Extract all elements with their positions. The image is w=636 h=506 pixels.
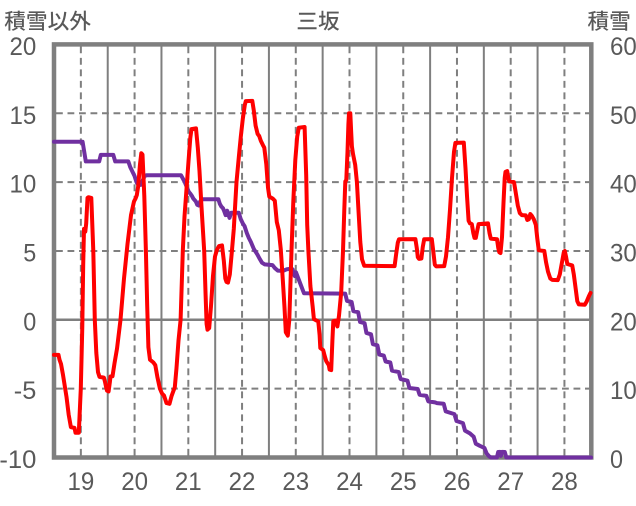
- svg-text:26: 26: [444, 468, 471, 496]
- svg-text:40: 40: [610, 171, 636, 199]
- svg-text:27: 27: [497, 468, 524, 496]
- svg-text:20: 20: [10, 33, 37, 61]
- svg-text:5: 5: [23, 240, 36, 268]
- svg-text:19: 19: [67, 468, 94, 496]
- svg-text:0: 0: [23, 308, 36, 336]
- svg-text:30: 30: [610, 240, 636, 268]
- svg-text:60: 60: [610, 33, 636, 61]
- svg-text:25: 25: [390, 468, 417, 496]
- svg-text:-5: -5: [14, 377, 37, 405]
- svg-text:0: 0: [610, 446, 623, 474]
- svg-text:50: 50: [610, 102, 636, 130]
- svg-text:20: 20: [121, 468, 148, 496]
- svg-text:23: 23: [282, 468, 309, 496]
- svg-text:24: 24: [336, 468, 363, 496]
- svg-text:21: 21: [175, 468, 202, 496]
- svg-text:-10: -10: [0, 446, 36, 474]
- svg-text:28: 28: [551, 468, 578, 496]
- svg-text:10: 10: [10, 171, 37, 199]
- svg-text:22: 22: [229, 468, 256, 496]
- svg-text:10: 10: [610, 377, 636, 405]
- svg-text:20: 20: [610, 308, 636, 336]
- svg-text:15: 15: [10, 102, 37, 130]
